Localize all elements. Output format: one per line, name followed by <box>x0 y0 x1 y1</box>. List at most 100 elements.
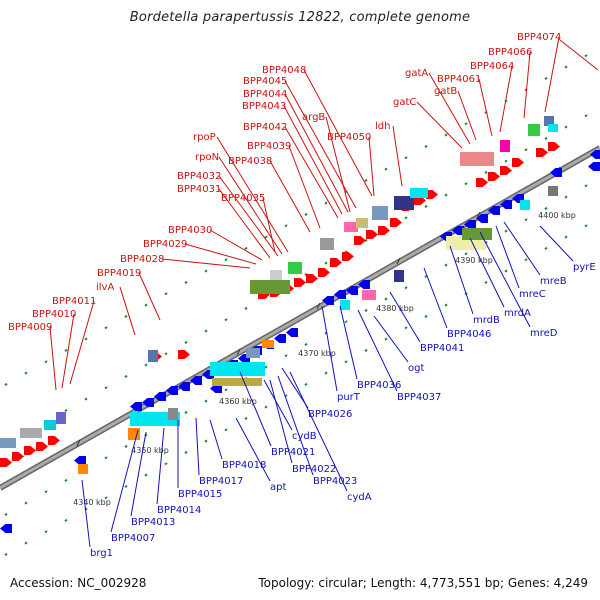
reverse-gene-label: BPP4023 <box>313 476 357 487</box>
reverse-gene-arrow <box>588 162 600 171</box>
forward-gene-arrow <box>306 274 318 283</box>
reverse-gene-label: BPP4021 <box>271 447 315 458</box>
guide-dash <box>524 148 528 152</box>
reverse-leader-line <box>357 309 398 392</box>
forward-leader-line <box>284 93 349 213</box>
label-leaders <box>49 36 599 548</box>
guide-dash <box>144 473 148 477</box>
reverse-leader-line <box>156 427 165 505</box>
gene-box <box>372 206 388 220</box>
reverse-leader-line <box>195 417 200 476</box>
gene-box <box>262 340 274 348</box>
forward-gene-label: BPP4039 <box>247 141 291 152</box>
gene-box <box>212 378 262 386</box>
forward-gene-arrow <box>342 252 354 261</box>
reverse-gene-label: BPP4013 <box>131 517 175 528</box>
guide-dash <box>264 405 268 409</box>
guide-dash <box>584 184 588 188</box>
guide-dash <box>444 193 448 197</box>
tick-mark <box>76 439 81 447</box>
forward-gene-label: BPP4011 <box>52 296 96 307</box>
reverse-leader-line <box>503 221 541 276</box>
forward-gene-label: BPP4043 <box>242 101 286 112</box>
forward-gene-label: BPP4066 <box>488 47 532 58</box>
reverse-gene-label: BPP4017 <box>199 476 243 487</box>
guide-dash <box>104 386 108 390</box>
guide-dash <box>364 348 368 352</box>
gene-box <box>394 270 404 282</box>
guide-dash <box>184 340 188 344</box>
forward-gene-arrow <box>318 268 330 277</box>
guide-dash <box>164 462 168 466</box>
reverse-gene-arrow <box>274 334 286 343</box>
forward-leader-line <box>218 156 283 255</box>
guide-dash <box>404 156 408 160</box>
reverse-leader-line <box>423 267 448 329</box>
forward-leader-line <box>283 105 343 215</box>
forward-gene-arrow <box>36 442 48 451</box>
forward-leader-line <box>119 286 136 336</box>
forward-gene-label: BPP4029 <box>143 239 187 250</box>
reverse-gene-label: BPP4041 <box>420 343 464 354</box>
reverse-leader-line <box>263 379 293 431</box>
forward-leader-line <box>368 136 375 197</box>
reverse-leader-line <box>209 419 223 460</box>
guide-dash <box>544 76 548 80</box>
reverse-leader-line <box>239 371 272 447</box>
forward-leader-line <box>216 136 289 253</box>
forward-leader-line <box>478 78 493 137</box>
reverse-gene-arrow <box>464 220 476 229</box>
guide-dash <box>184 410 188 414</box>
reverse-leader-line <box>539 225 574 262</box>
forward-leader-line <box>61 313 75 389</box>
forward-leader-line <box>138 272 161 321</box>
guide-dash <box>324 261 328 265</box>
forward-gene-label: argB <box>302 112 325 123</box>
forward-gene-label: gatA <box>405 68 428 79</box>
forward-gene-arrow <box>426 190 438 199</box>
forward-gene-arrow <box>414 196 426 205</box>
guide-dash <box>384 297 388 301</box>
gene-box <box>548 124 558 132</box>
reverse-gene-arrow <box>0 524 12 533</box>
forward-leader-line <box>416 101 463 149</box>
forward-gene-arrow <box>536 148 548 157</box>
reverse-gene-label: cydA <box>347 492 372 503</box>
guide-dash <box>304 342 308 346</box>
forward-gene-label: BPP4042 <box>243 122 287 133</box>
guide-dash <box>424 144 428 148</box>
reverse-leader-line <box>289 371 348 492</box>
forward-gene-arrow <box>500 166 512 175</box>
gene-box <box>544 116 554 126</box>
guide-dash <box>304 382 308 386</box>
reverse-gene-arrow <box>178 382 190 391</box>
guide-dash <box>184 450 188 454</box>
forward-gene-label: BPP4035 <box>221 193 265 204</box>
forward-gene-arrow <box>366 230 378 239</box>
guide-dash <box>84 397 88 401</box>
forward-leader-line <box>559 39 599 71</box>
guide-dash <box>64 348 68 352</box>
forward-leader-line <box>499 65 513 133</box>
reverse-leader-line <box>469 237 505 308</box>
forward-gene-label: BPP4061 <box>437 74 481 85</box>
guide-dash <box>204 439 208 443</box>
reverse-gene-arrow <box>142 398 154 407</box>
forward-gene-arrow <box>330 258 342 267</box>
guide-dash <box>544 246 548 250</box>
gene-box <box>78 464 88 474</box>
guide-dash <box>4 382 8 386</box>
guide-dash <box>144 363 148 367</box>
forward-gene-arrow <box>12 452 24 461</box>
guide-dash <box>464 182 468 186</box>
forward-leader-line <box>184 243 257 265</box>
forward-leader-line <box>209 229 263 261</box>
reverse-gene-label: BPP4046 <box>447 329 491 340</box>
forward-gene-label: BPP4032 <box>177 171 221 182</box>
forward-gene-label: BPP4028 <box>120 254 164 265</box>
forward-leader-line <box>392 125 403 187</box>
guide-dash <box>424 204 428 208</box>
tick-label: 4400 kbp <box>538 211 576 220</box>
guide-dash <box>384 337 388 341</box>
guide-dash <box>564 125 568 129</box>
